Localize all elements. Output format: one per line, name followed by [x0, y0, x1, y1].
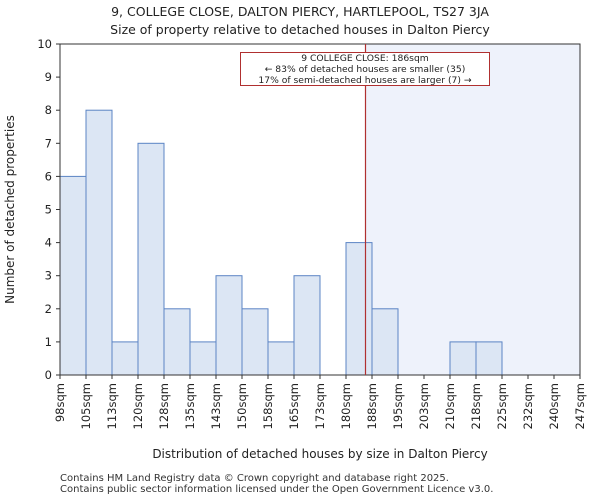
x-tick-label: 128sqm: [157, 383, 171, 429]
bar: [371, 308, 399, 376]
bar: [59, 175, 87, 376]
x-tick-label: 105sqm: [79, 383, 93, 429]
y-tick-label: 9: [45, 70, 52, 84]
bar: [163, 308, 191, 376]
y-tick-label: 5: [45, 203, 52, 217]
y-tick-label: 7: [45, 136, 52, 150]
x-tick-label: 143sqm: [209, 383, 223, 429]
x-tick-label: 218sqm: [469, 383, 483, 429]
y-tick-label: 10: [37, 37, 52, 51]
bar: [241, 308, 269, 376]
x-tick-label: 158sqm: [261, 383, 275, 429]
x-tick-label: 188sqm: [365, 383, 379, 429]
bar: [189, 341, 217, 376]
x-tick-label: 173sqm: [313, 383, 327, 429]
x-tick-label: 195sqm: [391, 383, 405, 429]
bar: [267, 341, 295, 376]
bar: [475, 341, 503, 376]
highlight-region: [365, 44, 580, 375]
x-tick-label: 135sqm: [183, 383, 197, 429]
x-tick-label: 150sqm: [235, 383, 249, 429]
footer-line1: Contains HM Land Registry data © Crown c…: [60, 473, 449, 484]
chart-title-line1: 9, COLLEGE CLOSE, DALTON PIERCY, HARTLEP…: [111, 4, 489, 19]
annotation-line1: 9 COLLEGE CLOSE: 186sqm: [301, 53, 429, 64]
x-tick-label: 165sqm: [287, 383, 301, 429]
x-tick-label: 180sqm: [339, 383, 353, 429]
y-tick-label: 3: [45, 269, 52, 283]
bar: [111, 341, 139, 376]
y-tick-label: 2: [45, 302, 52, 316]
x-tick-label: 210sqm: [443, 383, 457, 429]
x-tick-label: 203sqm: [417, 383, 431, 429]
x-tick-label: 247sqm: [573, 383, 587, 429]
annotation-box: 9 COLLEGE CLOSE: 186sqm ← 83% of detache…: [240, 52, 490, 86]
histogram-chart: 0 1 2 3 4 5 6 7 8 9 10 98sqm 105sqm 113sqm 120sqm 128sq…: [3, 37, 587, 461]
x-tick-label: 113sqm: [105, 383, 119, 429]
annotation-line2: ← 83% of detached houses are smaller (35…: [264, 63, 466, 75]
bar: [293, 275, 321, 376]
y-tick-label: 0: [45, 368, 52, 382]
x-tick-label: 120sqm: [131, 383, 145, 429]
bar: [85, 109, 113, 376]
bar: [449, 341, 477, 376]
y-tick-label: 1: [45, 335, 52, 349]
chart-title-line2: Size of property relative to detached ho…: [110, 22, 490, 37]
y-tick-label: 6: [45, 169, 52, 183]
bar: [345, 242, 373, 376]
annotation-line3: 17% of semi-detached houses are larger (…: [258, 74, 472, 86]
x-tick-label: 225sqm: [495, 383, 509, 429]
bar: [137, 142, 165, 376]
x-tick-label: 98sqm: [53, 383, 67, 422]
y-tick-label: 8: [45, 103, 52, 117]
y-tick-label: 4: [45, 236, 52, 250]
footer-line2: Contains public sector information licen…: [60, 484, 494, 495]
x-axis-label: Distribution of detached houses by size …: [152, 447, 487, 461]
x-tick-label: 232sqm: [521, 383, 535, 429]
bar: [215, 275, 243, 376]
x-tick-label: 240sqm: [547, 383, 561, 429]
y-axis-label: Number of detached properties: [3, 115, 17, 304]
